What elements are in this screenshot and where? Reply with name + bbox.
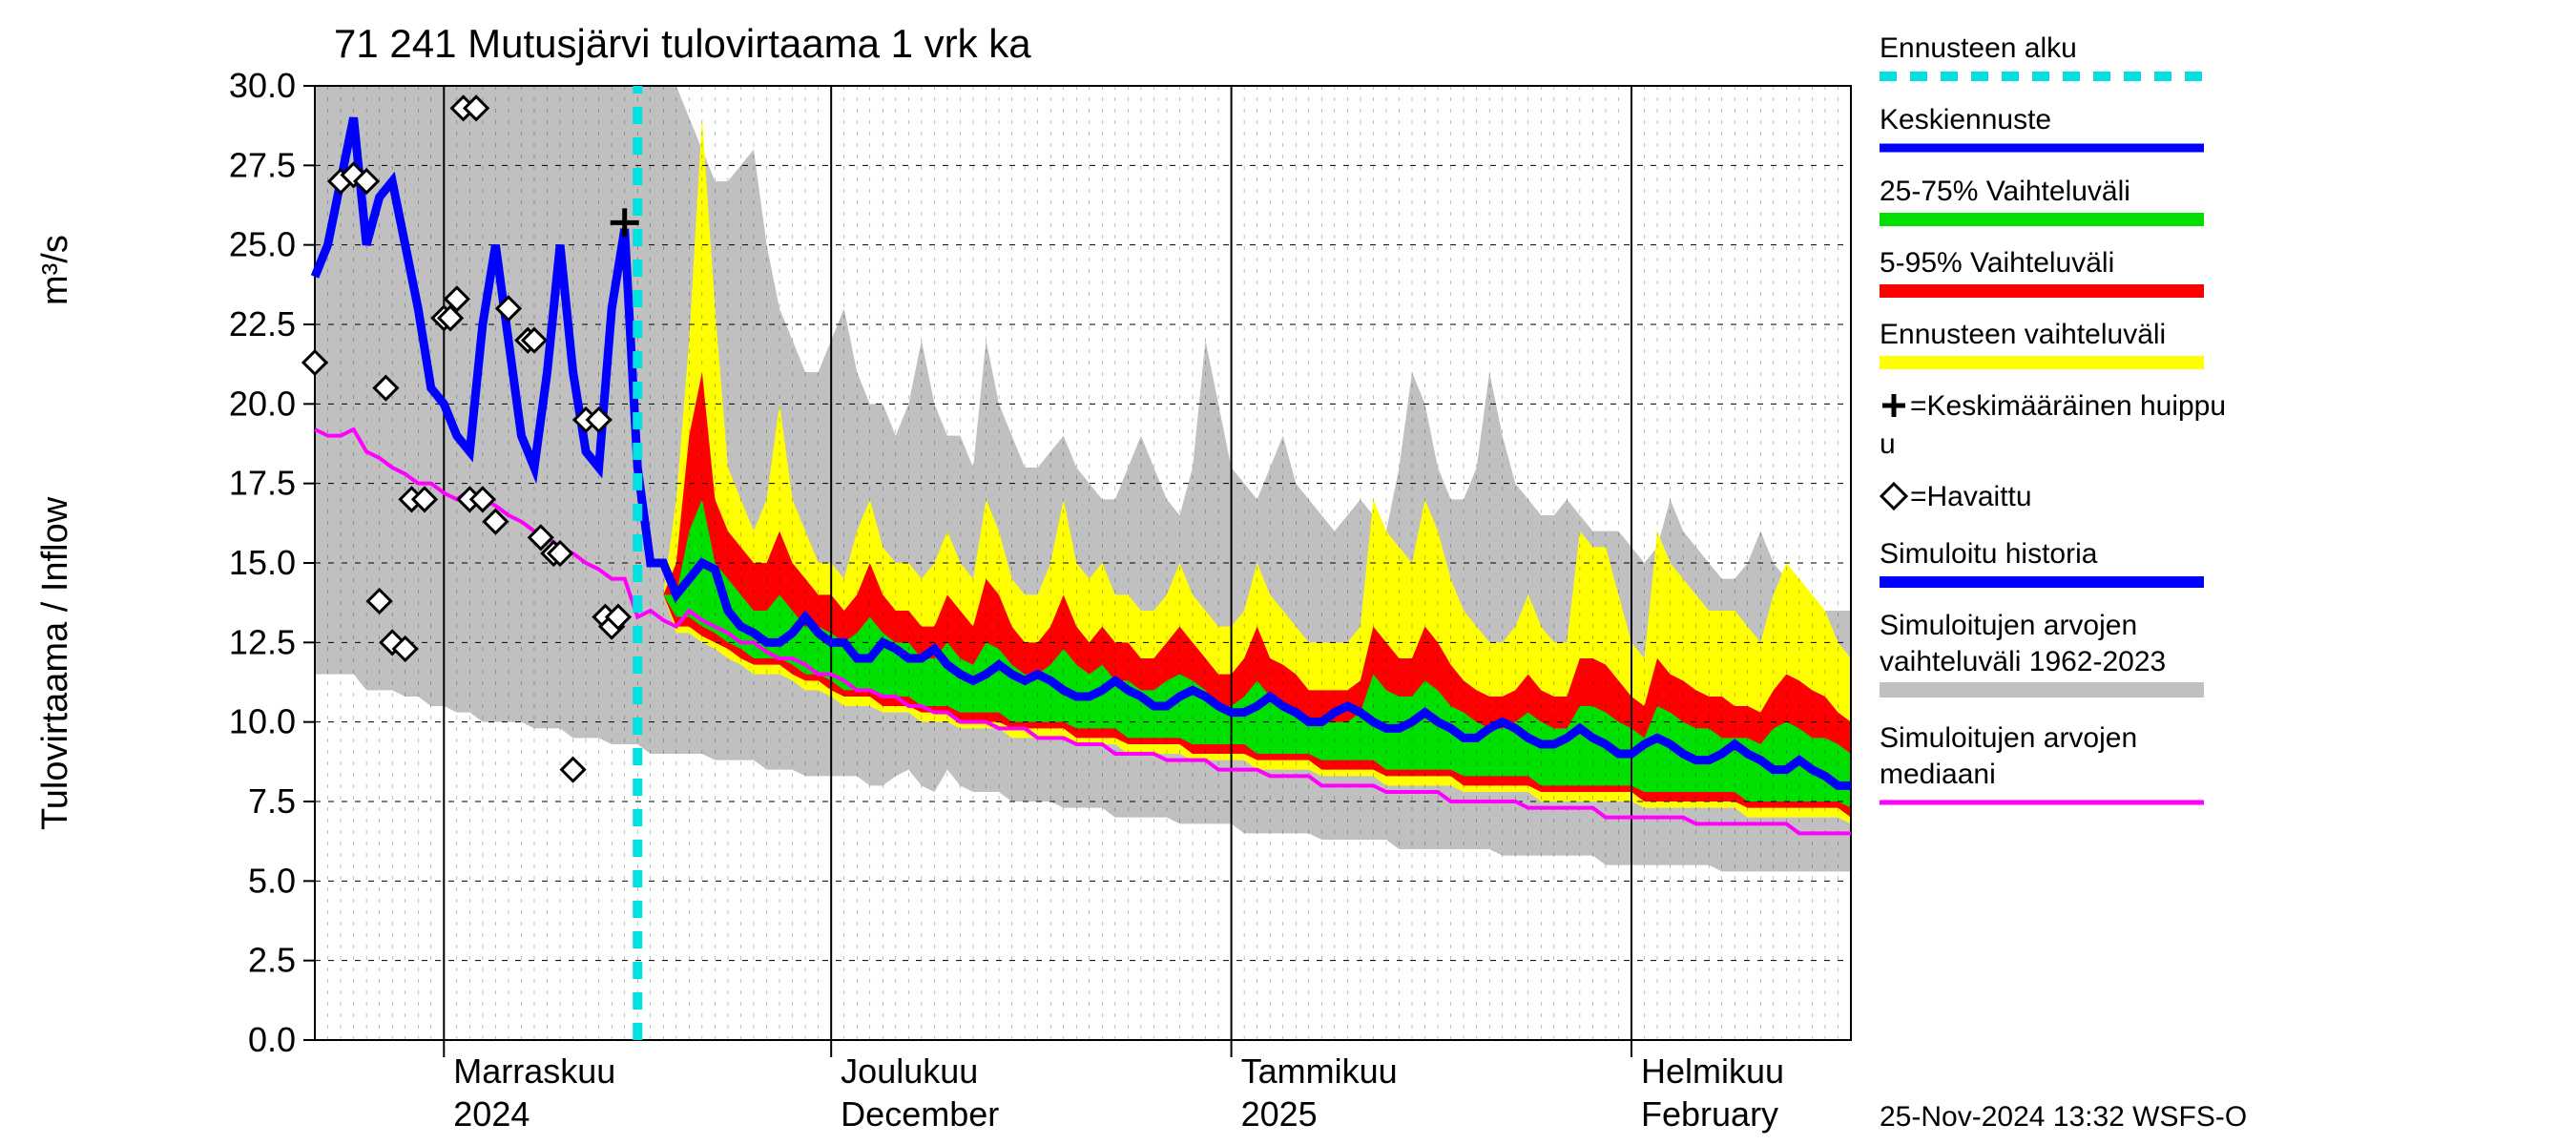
chart-title: 71 241 Mutusjärvi tulovirtaama 1 vrk ka	[334, 21, 1031, 66]
y-tick-label: 7.5	[248, 781, 296, 821]
legend-label-full-range: Ennusteen vaihteluväli	[1880, 319, 2166, 350]
hydrograph-chart: 0.0 2.5 5.0 7.5 10.0 12.5 15.0 17.5 20.0 22.5 25.0…	[0, 0, 2576, 1145]
month-label: Joulukuu	[841, 1051, 978, 1091]
y-tick-label: 20.0	[229, 384, 296, 423]
y-tick-label: 17.5	[229, 464, 296, 503]
legend-label-observed: =Havaittu	[1910, 481, 2032, 512]
yaxis-unit: m³/s	[35, 235, 75, 305]
y-tick-label: 5.0	[248, 861, 296, 900]
y-tick-label: 22.5	[229, 304, 296, 344]
legend-label-historic-range-2: vaihteluväli 1962-2023	[1880, 646, 2166, 677]
y-tick-label: 15.0	[229, 543, 296, 582]
month-label: Helmikuu	[1641, 1051, 1784, 1091]
svg-text:u: u	[1880, 428, 1896, 460]
y-tick-label: 2.5	[248, 941, 296, 980]
y-tick-label: 12.5	[229, 622, 296, 661]
legend-label-historic-range-1: Simuloitujen arvojen	[1880, 610, 2137, 641]
month-sublabel: February	[1641, 1094, 1778, 1134]
month-label: Marraskuu	[453, 1051, 615, 1091]
legend-label-sim-history: Simuloitu historia	[1880, 538, 2098, 570]
chart-footer: 25-Nov-2024 13:32 WSFS-O	[1880, 1101, 2247, 1133]
legend-label-median-forecast: Keskiennuste	[1880, 104, 2051, 135]
y-tick-label: 25.0	[229, 225, 296, 264]
legend-label-historic-median-2: mediaani	[1880, 759, 1996, 790]
month-sublabel: 2024	[453, 1094, 530, 1134]
legend-label-mean-peak: =Keskimääräinen huippu	[1910, 390, 2226, 422]
y-tick-label: 10.0	[229, 702, 296, 741]
legend-label-p5-95: 5-95% Vaihteluväli	[1880, 247, 2114, 279]
month-label: Tammikuu	[1241, 1051, 1398, 1091]
y-tick-label: 27.5	[229, 145, 296, 184]
month-sublabel: December	[841, 1094, 999, 1134]
legend-label-p25-75: 25-75% Vaihteluväli	[1880, 176, 2130, 207]
legend-label-historic-median-1: Simuloitujen arvojen	[1880, 722, 2137, 754]
legend-label-forecast-start: Ennusteen alku	[1880, 32, 2077, 64]
month-sublabel: 2025	[1241, 1094, 1318, 1134]
y-tick-label: 0.0	[248, 1020, 296, 1059]
y-tick-label: 30.0	[229, 66, 296, 105]
yaxis-label: Tulovirtaama / Inflow	[35, 496, 75, 830]
